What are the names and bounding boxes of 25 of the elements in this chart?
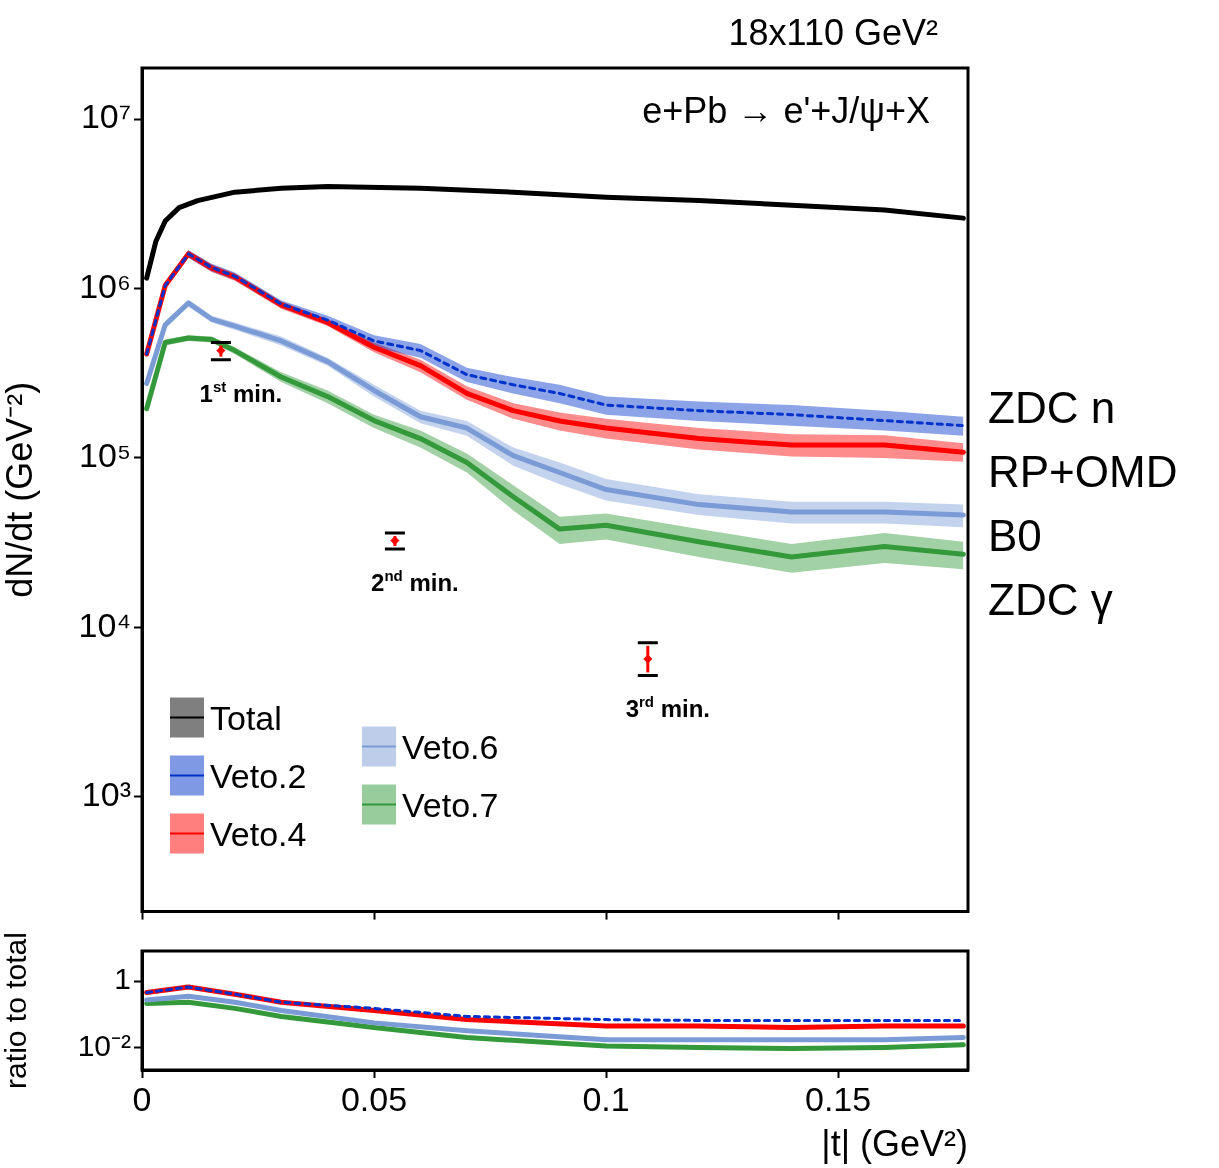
legend-label: Veto.7 <box>402 785 499 824</box>
y-tick-label: 10⁵ <box>79 436 131 475</box>
legend-label: Veto.4 <box>210 814 307 853</box>
x-tick-label: 0.05 <box>340 1079 408 1118</box>
text: ZDC γ <box>988 575 1113 624</box>
y-tick-label: 10³ <box>81 775 131 814</box>
legend-label: Veto.6 <box>402 727 499 766</box>
x-axis-title: |t| (GeV²) <box>821 1123 968 1165</box>
x-tick-label: 0.15 <box>804 1079 872 1118</box>
y-tick-label: 1 <box>114 962 131 996</box>
x-tick-label: 0 <box>132 1079 152 1118</box>
legend-label: Veto.2 <box>210 756 307 795</box>
y-tick-label: 10⁶ <box>79 266 131 305</box>
text: RP+OMD <box>988 447 1178 496</box>
y-axis-title: dN/dt (GeV⁻²) <box>0 381 40 598</box>
text: B0 <box>988 511 1042 560</box>
y-axis-title: ratio to total <box>0 932 33 1089</box>
y-tick-label: 10⁴ <box>78 605 131 644</box>
text: ZDC n <box>988 383 1116 432</box>
x-tick-label: 0.1 <box>582 1079 630 1118</box>
annotation: e+Pb → e'+J/ψ+X <box>642 90 930 131</box>
chart-title: 18x110 GeV² <box>728 12 939 53</box>
y-tick-label: 10⁷ <box>80 97 131 136</box>
legend-label: Total <box>210 698 282 737</box>
y-tick-label: 10⁻² <box>77 1028 132 1062</box>
